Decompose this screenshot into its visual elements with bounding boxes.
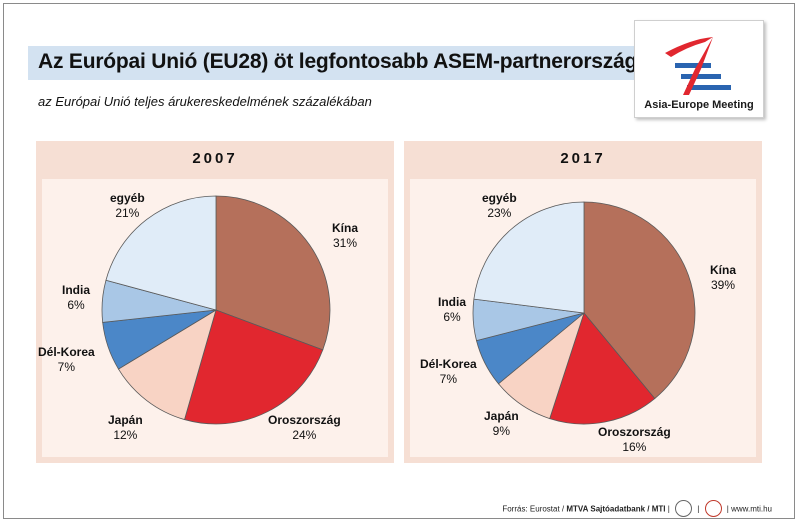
pie-slice-2007-egyéb xyxy=(105,195,217,311)
panel-2017: 2017 Kína 39% Oroszország 16% Japán 9% Dél-… xyxy=(404,141,762,463)
label-india-2007: India 6% xyxy=(62,283,91,312)
label-oroszorszag-2017: Oroszország 16% xyxy=(598,425,671,454)
label-india-2017: India 6% xyxy=(438,295,467,324)
page-subtitle: az Európai Unió teljes árukereskedelméne… xyxy=(38,94,372,109)
pie-slice-2017-kína xyxy=(583,201,696,400)
label-japan-2017: Japán 9% xyxy=(484,409,519,438)
panel-2007: 2007 Kína 31% Oroszország 24% Japán 12% Dél… xyxy=(36,141,394,463)
pie-slice-2007-japán xyxy=(117,309,217,421)
mtva-seal-icon xyxy=(675,500,693,517)
pie-slice-2007-kína xyxy=(215,195,331,351)
pie-chart-2017 xyxy=(472,201,696,425)
footer: Forrás: Eurostat / MTVA Sajtóadatbank / … xyxy=(502,500,772,518)
pie-slice-2017-oroszország xyxy=(549,312,656,425)
asem-logo: Asia-Europe Meeting xyxy=(634,20,764,118)
panel-body-2017: Kína 39% Oroszország 16% Japán 9% Dél-Korea… xyxy=(410,179,756,457)
pie-slice-2007-oroszország xyxy=(184,309,324,425)
pie-chart-2007 xyxy=(101,195,331,425)
label-del-korea-2017: Dél-Korea 7% xyxy=(420,357,477,386)
label-japan-2007: Japán 12% xyxy=(108,413,143,442)
label-kina-2007: Kína 31% xyxy=(332,221,359,250)
pie-slice-2017-egyéb xyxy=(473,201,585,314)
label-del-korea-2007: Dél-Korea 7% xyxy=(38,345,95,374)
label-egyeb-2017: egyéb 23% xyxy=(482,191,517,220)
label-oroszorszag-2007: Oroszország 24% xyxy=(268,413,341,442)
page-title: Az Európai Unió (EU28) öt legfontosabb A… xyxy=(38,50,649,73)
panel-title-2007: 2007 xyxy=(192,150,238,167)
label-kina-2017: Kína 39% xyxy=(710,263,737,292)
panel-title-2017: 2017 xyxy=(560,150,606,167)
footer-bank: MTVA Sajtóadatbank / MTI xyxy=(566,504,666,514)
title-band xyxy=(28,46,660,80)
asem-logo-icon xyxy=(665,37,731,95)
mti-seal-icon xyxy=(704,500,722,517)
panel-body-2007: Kína 31% Oroszország 24% Japán 12% Dél-Kore… xyxy=(38,179,388,457)
footer-source: Forrás: Eurostat / xyxy=(502,504,567,514)
footer-url: www.mti.hu xyxy=(731,504,772,514)
label-egyeb-2007: egyéb 21% xyxy=(110,191,145,220)
logo-text: Asia-Europe Meeting xyxy=(644,99,754,111)
